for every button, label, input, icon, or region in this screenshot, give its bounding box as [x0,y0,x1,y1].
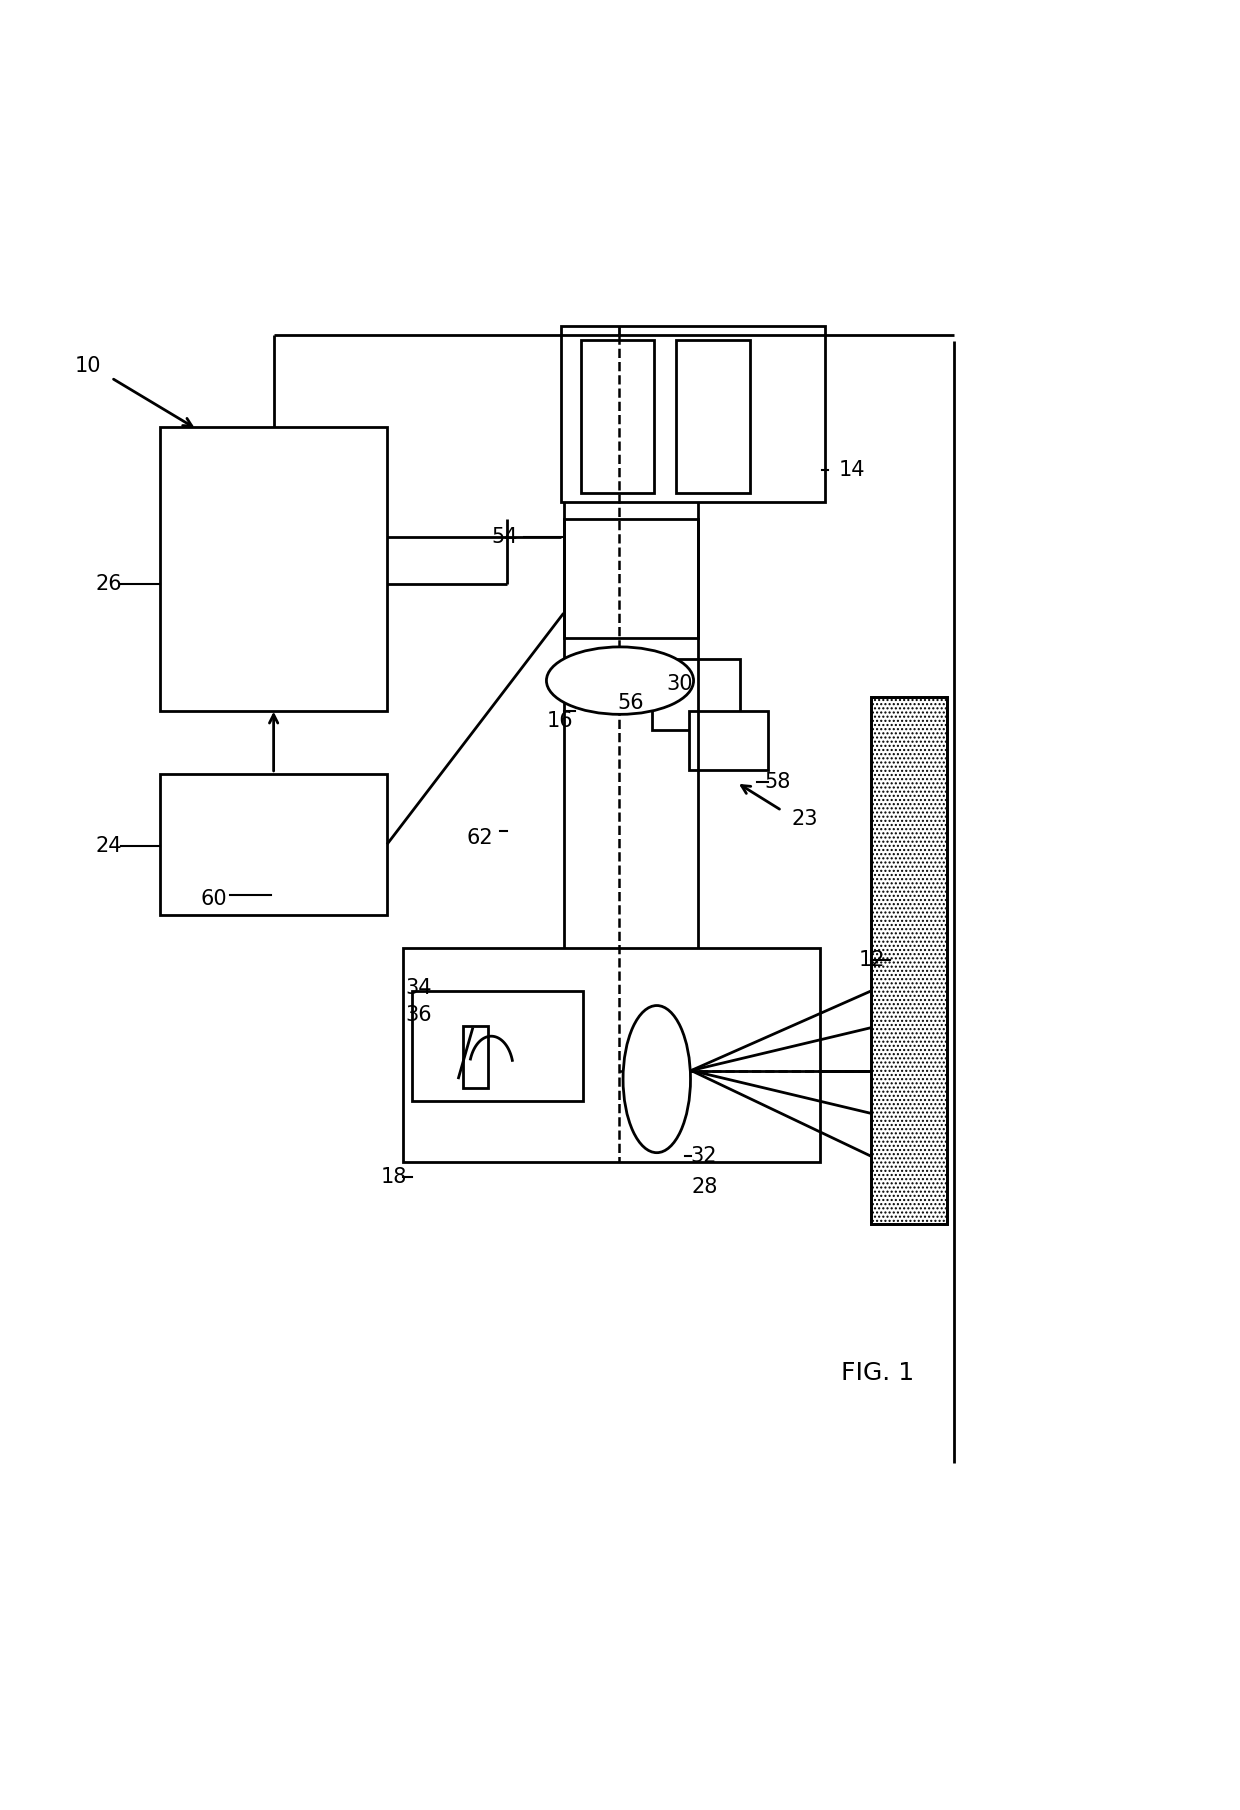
Text: 32: 32 [689,1146,717,1166]
Text: 24: 24 [95,836,122,856]
Bar [580,340,655,492]
Bar [562,326,825,501]
Bar [160,427,387,711]
Text: 36: 36 [405,1005,432,1024]
Text: 58: 58 [765,773,791,793]
Bar [676,340,750,492]
Text: 10: 10 [74,355,100,375]
Bar [872,697,947,1224]
Bar [688,711,769,769]
Bar [463,1026,487,1088]
Text: 54: 54 [491,527,518,547]
Text: 12: 12 [859,950,885,970]
Bar [403,948,820,1162]
Ellipse shape [622,1006,691,1153]
Bar [564,519,698,637]
Text: 18: 18 [381,1167,407,1187]
Text: 56: 56 [618,693,644,713]
Bar [652,659,740,729]
Text: FIG. 1: FIG. 1 [841,1361,914,1385]
Text: 30: 30 [667,675,693,695]
Bar [412,990,583,1100]
Text: 60: 60 [201,889,227,909]
Text: 23: 23 [791,809,818,829]
Text: 26: 26 [95,574,122,594]
Bar [160,775,387,914]
Text: 62: 62 [466,827,494,847]
Bar [872,697,947,1224]
Ellipse shape [547,646,693,715]
Text: 16: 16 [547,711,573,731]
Text: 28: 28 [691,1176,718,1196]
Text: 34: 34 [405,979,432,999]
Text: 14: 14 [838,460,864,480]
